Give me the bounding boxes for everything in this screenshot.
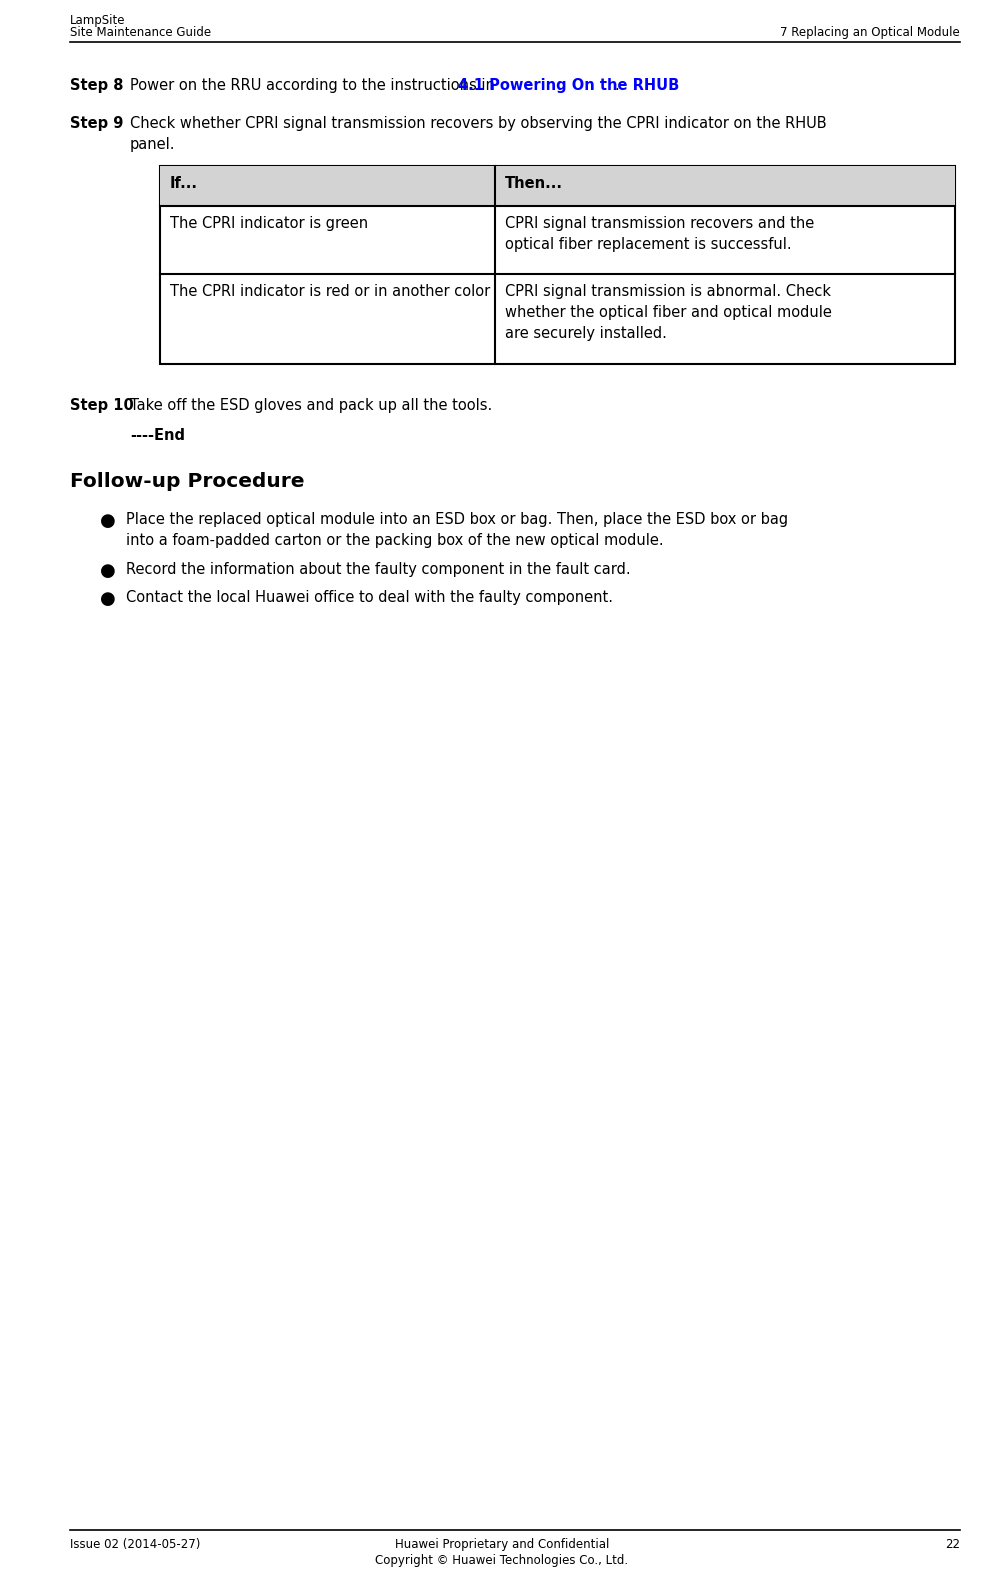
Bar — [160, 166, 955, 364]
Text: Issue 02 (2014-05-27): Issue 02 (2014-05-27) — [70, 1539, 200, 1551]
Text: Step 9: Step 9 — [70, 116, 124, 130]
Text: CPRI signal transmission recovers and the: CPRI signal transmission recovers and th… — [505, 217, 814, 231]
Text: ●: ● — [100, 512, 116, 531]
Text: Place the replaced optical module into an ESD box or bag. Then, place the ESD bo: Place the replaced optical module into a… — [126, 512, 788, 528]
Text: Power on the RRU according to the instructions in: Power on the RRU according to the instru… — [130, 78, 499, 93]
Text: 4.1 Powering On the RHUB: 4.1 Powering On the RHUB — [457, 78, 678, 93]
Text: Huawei Proprietary and Confidential: Huawei Proprietary and Confidential — [395, 1539, 609, 1551]
Text: Step 10: Step 10 — [70, 399, 134, 413]
Text: The CPRI indicator is red or in another color: The CPRI indicator is red or in another … — [170, 284, 490, 298]
Text: Check whether CPRI signal transmission recovers by observing the CPRI indicator : Check whether CPRI signal transmission r… — [130, 116, 827, 130]
Text: ●: ● — [100, 590, 116, 608]
Text: Record the information about the faulty component in the fault card.: Record the information about the faulty … — [126, 562, 630, 578]
Text: CPRI signal transmission is abnormal. Check: CPRI signal transmission is abnormal. Ch… — [505, 284, 831, 298]
Text: Copyright © Huawei Technologies Co., Ltd.: Copyright © Huawei Technologies Co., Ltd… — [376, 1554, 628, 1567]
Text: optical fiber replacement is successful.: optical fiber replacement is successful. — [505, 237, 792, 253]
Text: are securely installed.: are securely installed. — [505, 327, 667, 341]
Text: .: . — [615, 78, 619, 93]
Text: 7 Replacing an Optical Module: 7 Replacing an Optical Module — [780, 27, 960, 39]
Text: Step 8: Step 8 — [70, 78, 124, 93]
Text: ----End: ----End — [130, 429, 185, 443]
Text: whether the optical fiber and optical module: whether the optical fiber and optical mo… — [505, 305, 832, 320]
Text: Follow-up Procedure: Follow-up Procedure — [70, 473, 305, 491]
Text: Then...: Then... — [505, 176, 563, 192]
Text: ●: ● — [100, 562, 116, 579]
Text: panel.: panel. — [130, 137, 176, 152]
Text: If...: If... — [170, 176, 198, 192]
Text: The CPRI indicator is green: The CPRI indicator is green — [170, 217, 368, 231]
Text: Take off the ESD gloves and pack up all the tools.: Take off the ESD gloves and pack up all … — [130, 399, 492, 413]
Bar — [160, 166, 955, 206]
Text: into a foam-padded carton or the packing box of the new optical module.: into a foam-padded carton or the packing… — [126, 532, 663, 548]
Text: Contact the local Huawei office to deal with the faulty component.: Contact the local Huawei office to deal … — [126, 590, 613, 604]
Text: LampSite: LampSite — [70, 14, 126, 27]
Text: 22: 22 — [945, 1539, 960, 1551]
Text: Site Maintenance Guide: Site Maintenance Guide — [70, 27, 211, 39]
